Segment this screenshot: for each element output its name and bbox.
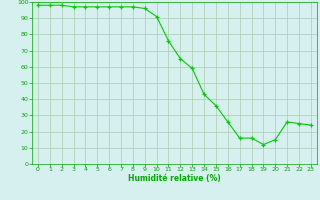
X-axis label: Humidité relative (%): Humidité relative (%) — [128, 174, 221, 183]
